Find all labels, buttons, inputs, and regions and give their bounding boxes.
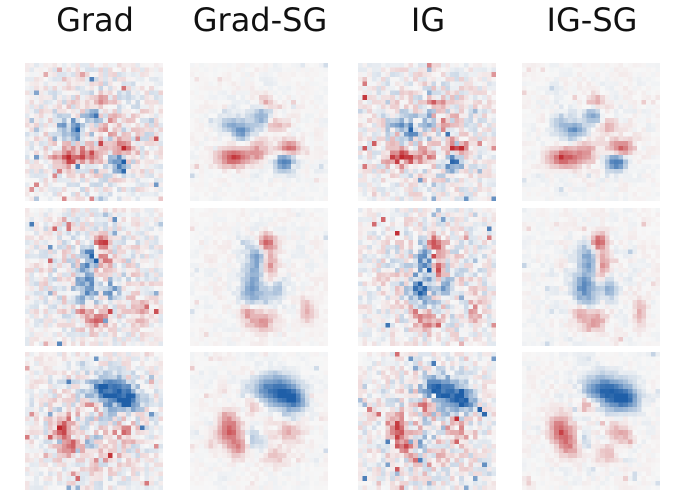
saliency-map-row2-ig-sg [522,208,660,346]
saliency-map-row1-ig-sg [522,63,660,201]
saliency-map-row2-grad [25,208,163,346]
saliency-map-row3-ig-sg [522,352,660,490]
saliency-map-row3-grad-sg [190,352,328,490]
column-header-ig: IG [410,1,446,39]
column-header-ig-sg: IG-SG [546,1,638,39]
saliency-map-row1-ig [358,63,496,201]
saliency-map-row1-grad [25,63,163,201]
saliency-map-row1-grad-sg [190,63,328,201]
saliency-map-row2-ig [358,208,496,346]
column-header-grad-sg: Grad-SG [192,1,328,39]
column-header-grad: Grad [56,1,134,39]
saliency-map-row2-grad-sg [190,208,328,346]
saliency-map-row3-ig [358,352,496,490]
saliency-map-row3-grad [25,352,163,490]
